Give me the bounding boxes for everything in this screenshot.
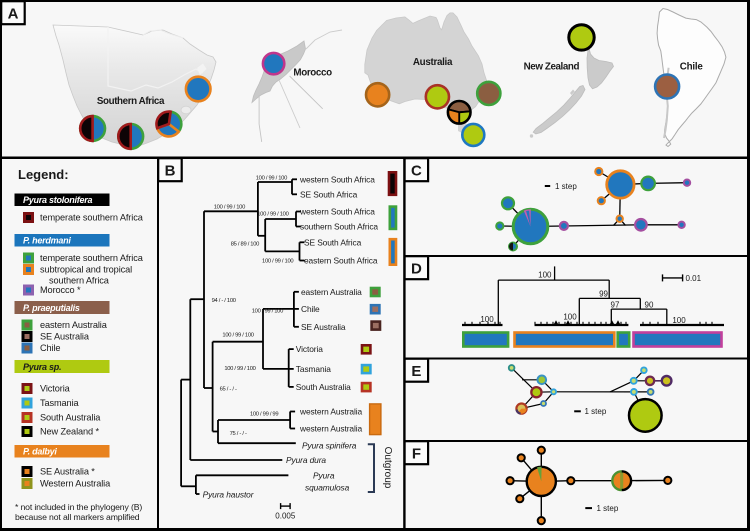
svg-text:97: 97 [611,301,620,310]
svg-text:100: 100 [563,313,577,322]
svg-text:SE South Africa: SE South Africa [304,237,362,247]
svg-text:Tasmania: Tasmania [40,398,80,408]
svg-text:D: D [411,260,422,277]
svg-text:because not all markers amplif: because not all markers amplified [15,512,140,522]
svg-text:94 / - / 100: 94 / - / 100 [212,298,236,304]
svg-text:Chile: Chile [680,61,704,72]
svg-text:1 step: 1 step [555,182,577,191]
svg-text:SE Australia: SE Australia [301,322,346,332]
svg-text:0.005: 0.005 [275,512,296,521]
svg-text:squamulosa: squamulosa [305,483,350,493]
svg-text:B: B [165,162,176,179]
svg-text:eastern Australia: eastern Australia [40,320,108,330]
svg-text:Chile: Chile [40,343,60,353]
svg-text:100 / 99 / 100: 100 / 99 / 100 [214,204,245,210]
svg-text:Victoria: Victoria [40,384,71,394]
svg-text:New Zealand: New Zealand [524,62,580,73]
svg-text:100 / 99 / 100: 100 / 99 / 100 [257,212,288,218]
svg-text:western Australia: western Australia [299,424,363,434]
svg-text:subtropical and tropical: subtropical and tropical [40,265,132,275]
svg-text:100: 100 [672,316,686,325]
svg-text:1 step: 1 step [585,407,607,416]
svg-text:75 / - / -: 75 / - / - [230,431,247,437]
svg-text:Pyura spinifera: Pyura spinifera [302,441,357,451]
svg-text:100: 100 [480,315,494,324]
svg-text:Southern Africa: Southern Africa [97,96,165,107]
svg-text:Pyura sp.: Pyura sp. [23,362,61,372]
svg-text:western South Africa: western South Africa [299,174,375,184]
svg-text:eastern Australia: eastern Australia [301,287,362,297]
svg-text:* not included in the phylogen: * not included in the phylogeny (B) [15,502,142,512]
svg-text:99: 99 [599,290,608,299]
svg-text:Morocco *: Morocco * [40,285,81,295]
svg-text:F: F [412,445,421,462]
svg-text:southern South Africa: southern South Africa [300,222,378,232]
svg-text:South Australia: South Australia [296,382,351,392]
svg-text:SE Australia: SE Australia [40,332,90,342]
svg-text:100 / 99 / 99: 100 / 99 / 99 [250,411,278,417]
svg-text:western Australia: western Australia [299,407,363,417]
svg-text:65 / - / -: 65 / - / - [220,386,237,392]
svg-text:90: 90 [645,301,654,310]
svg-text:Pyura dura: Pyura dura [286,455,326,465]
svg-text:A: A [8,5,19,22]
svg-text:100 / 99 / 100: 100 / 99 / 100 [256,176,287,182]
svg-text:SE South Africa: SE South Africa [300,189,358,199]
svg-text:Pyura stolonifera: Pyura stolonifera [23,195,93,205]
svg-text:Chile: Chile [301,304,320,314]
svg-text:southern Africa: southern Africa [49,276,110,286]
svg-text:85 / 89 / 100: 85 / 89 / 100 [231,242,259,248]
svg-text:South Australia: South Australia [40,413,101,423]
svg-text:Victoria: Victoria [296,344,323,354]
svg-text:100: 100 [538,271,552,280]
svg-text:SE Australia *: SE Australia * [40,467,95,477]
svg-text:Outgroup: Outgroup [382,447,393,489]
svg-text:100 / 99 / 100: 100 / 99 / 100 [252,309,283,315]
svg-text:P. herdmani: P. herdmani [23,235,71,245]
svg-text:Pyura: Pyura [313,471,335,481]
svg-text:temperate southern Africa: temperate southern Africa [40,213,144,223]
svg-text:E: E [411,363,421,380]
svg-text:Legend:: Legend: [18,167,69,182]
svg-text:New Zealand *: New Zealand * [40,427,99,437]
svg-text:Tasmania: Tasmania [296,364,331,374]
svg-text:P. praeputialis: P. praeputialis [23,303,80,313]
svg-text:temperate southern Africa: temperate southern Africa [40,253,144,263]
svg-text:0.01: 0.01 [686,274,702,283]
svg-text:P. dalbyi: P. dalbyi [23,446,57,456]
svg-text:C: C [411,162,422,179]
svg-text:Australia: Australia [413,57,453,68]
svg-text:1 step: 1 step [597,504,619,513]
svg-text:Pyura haustor: Pyura haustor [203,489,255,499]
svg-text:100 / 99 / 100: 100 / 99 / 100 [222,332,253,338]
svg-text:100 / 99 / 100: 100 / 99 / 100 [262,259,293,265]
svg-text:western South Africa: western South Africa [299,207,375,217]
svg-text:100 / 99 / 100: 100 / 99 / 100 [224,366,255,372]
svg-text:Western Australia: Western Australia [40,479,111,489]
svg-text:eastern South Africa: eastern South Africa [304,256,378,266]
svg-text:Morocco: Morocco [293,67,332,78]
